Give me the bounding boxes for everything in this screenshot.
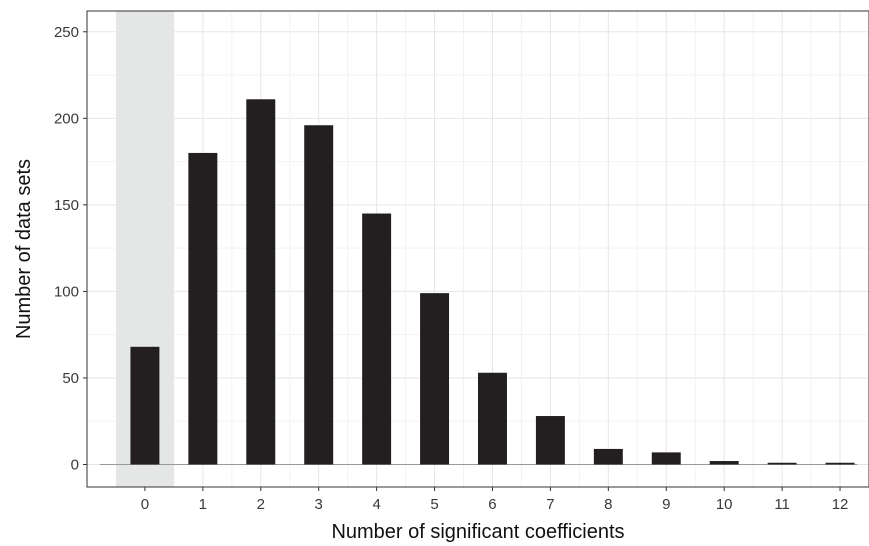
y-tick-label: 200	[54, 110, 79, 127]
x-tick-label: 10	[716, 496, 733, 513]
bar-3	[304, 125, 334, 465]
bar-11	[767, 462, 797, 465]
bar-2	[246, 99, 276, 465]
bar-7	[535, 416, 565, 465]
y-tick-label: 0	[71, 456, 79, 473]
y-tick-label: 100	[54, 283, 79, 300]
x-tick-label: 4	[372, 496, 380, 513]
x-tick-label: 7	[546, 496, 554, 513]
x-tick-label: 5	[430, 496, 438, 513]
x-tick-label: 3	[315, 496, 323, 513]
y-tick-label: 150	[54, 197, 79, 214]
x-tick-label: 1	[199, 496, 207, 513]
bars	[130, 99, 855, 465]
x-tick-label: 6	[488, 496, 496, 513]
y-tick-label: 250	[54, 24, 79, 41]
y-axis: 0 50 100 150 200 250	[54, 24, 87, 473]
x-tick-label: 8	[604, 496, 612, 513]
bar-10	[709, 461, 739, 465]
x-tick-label: 11	[774, 496, 790, 513]
bar-6	[478, 372, 507, 465]
bar-0	[130, 346, 160, 465]
x-tick-label: 2	[257, 496, 265, 513]
bar-8	[593, 448, 623, 465]
plot-panel-border	[86, 10, 869, 488]
x-axis: 0 1 2 3 4 5 6 7 8 9 10 11 12	[141, 487, 849, 513]
y-tick-label: 50	[62, 370, 79, 387]
x-tick-label: 12	[832, 496, 849, 513]
x-tick-label: 0	[141, 496, 149, 513]
x-axis-title: Number of significant coefficients	[331, 521, 624, 543]
bar-4	[362, 213, 392, 465]
bar-5	[420, 293, 450, 465]
y-axis-title: Number of data sets	[13, 159, 35, 339]
x-tick-label: 9	[662, 496, 670, 513]
bar-12	[825, 462, 855, 465]
bar-9	[651, 452, 681, 465]
bar-1	[188, 152, 218, 465]
